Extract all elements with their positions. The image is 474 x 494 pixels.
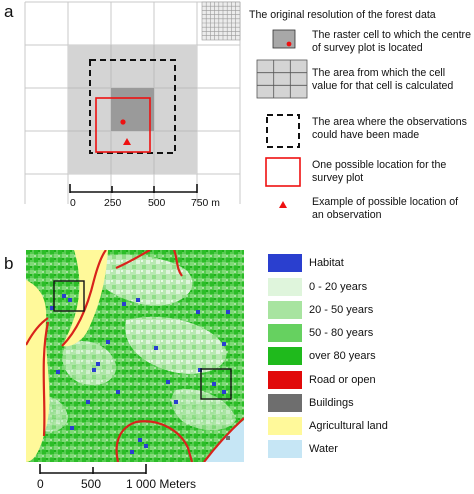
panel-b-label: b (4, 254, 14, 273)
scale-b-tick-500: 500 (81, 477, 102, 491)
scale-a-tick-750: 750 m (191, 198, 220, 209)
scale-a-tick-500: 500 (148, 198, 166, 209)
building-cell (226, 436, 230, 440)
legend-a-area: The area from which the cell value for t… (312, 67, 454, 92)
habitat-cells (50, 294, 230, 454)
legend-a-raster: The raster cell to which the centre of s… (312, 29, 471, 54)
water-area (204, 420, 244, 462)
legend-b-label-20-50: 20 - 50 years (309, 304, 374, 316)
legend-plot-swatch (265, 157, 301, 187)
legend-a-orig: The original resolution of the forest da… (249, 9, 436, 21)
legend-b-label-road: Road or open (309, 374, 376, 386)
legend-b-swatch-over-80 (268, 347, 302, 365)
legend-b-swatch-agricultural (268, 417, 302, 435)
legend-a-plot: One possible location for the survey plo… (312, 159, 447, 184)
legend-b-swatch-buildings (268, 394, 302, 412)
legend-observation-swatch (266, 114, 300, 148)
roads (26, 250, 244, 462)
legend-b-label-habitat: Habitat (309, 257, 344, 269)
legend-b-label-buildings: Buildings (309, 397, 354, 409)
legend-b-label-over-80: over 80 years (309, 350, 376, 362)
legend-a-observation: The area where the observations could ha… (312, 116, 467, 141)
scale-a-tick-250: 250 (104, 198, 122, 209)
panel-a-label: a (4, 2, 14, 21)
legend-b-swatch-water (268, 440, 302, 458)
forest-map (26, 250, 244, 462)
legend-area-swatch (256, 59, 308, 99)
legend-b-label-0-20: 0 - 20 years (309, 281, 368, 293)
scale-bar-a (69, 184, 198, 193)
observation-area (89, 59, 176, 154)
agricultural-area-bottom (115, 422, 191, 462)
legend-b-label-water: Water (309, 443, 338, 455)
legend-triangle (279, 201, 287, 208)
legend-b-label-50-80: 50 - 80 years (309, 327, 374, 339)
legend-b-swatch-50-80 (268, 324, 302, 342)
legend-b-swatch-road (268, 371, 302, 389)
legend-b-label-agricultural: Agricultural land (309, 420, 388, 432)
legend-a-example: Example of possible location of an obser… (312, 196, 459, 221)
scale-b-tick-1000: 1 000 Meters (126, 477, 197, 491)
observation-triangle (123, 138, 131, 145)
survey-plot (95, 97, 151, 153)
study-box-2 (200, 368, 232, 400)
scale-bar-b (39, 464, 147, 474)
scale-a-tick-0: 0 (70, 198, 76, 209)
fine-resolution-grid (201, 1, 241, 41)
legend-raster-swatch (272, 29, 296, 49)
scale-b-tick-0: 0 (37, 477, 44, 491)
legend-b-swatch-0-20 (268, 278, 302, 296)
panel-a-diagram (24, 1, 308, 208)
study-box-1 (53, 280, 85, 312)
legend-b-swatch-habitat (268, 254, 302, 272)
legend-b-swatch-20-50 (268, 301, 302, 319)
raster-cell (111, 88, 154, 131)
plot-centre-dot (120, 119, 126, 125)
